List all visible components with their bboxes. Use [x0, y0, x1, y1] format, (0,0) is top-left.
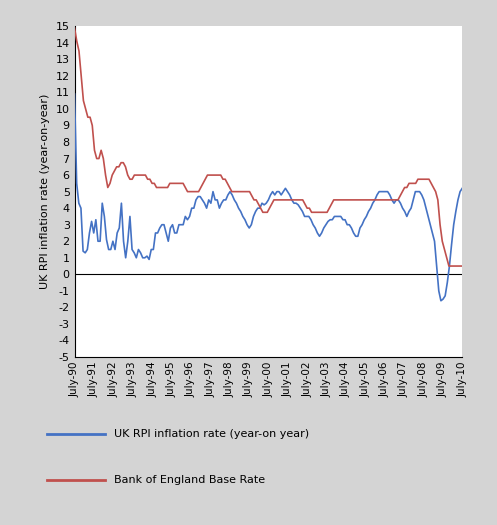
- Text: Bank of England Base Rate: Bank of England Base Rate: [114, 475, 265, 485]
- Text: UK RPI inflation rate (year-on year): UK RPI inflation rate (year-on year): [114, 428, 310, 439]
- Y-axis label: UK RPI inflation rate (year-on-year): UK RPI inflation rate (year-on-year): [40, 94, 50, 289]
